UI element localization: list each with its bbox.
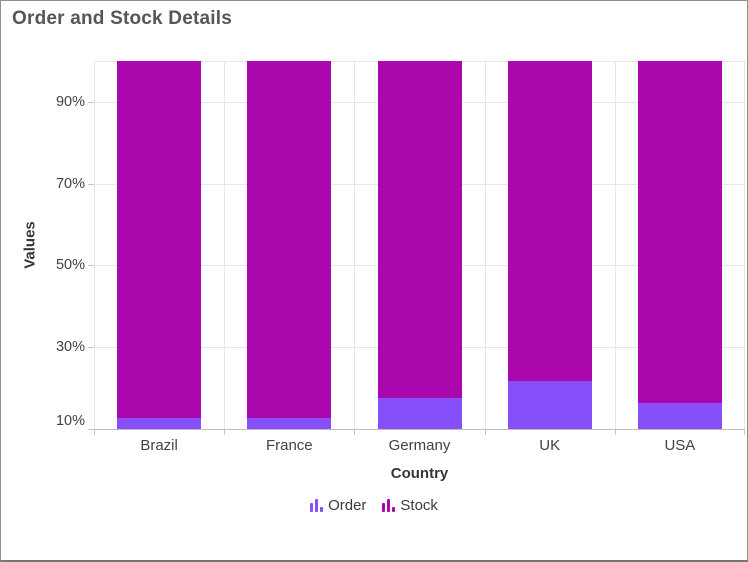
bar-segment-stock-brazil[interactable] — [117, 61, 202, 418]
legend-item-stock[interactable]: Stock — [382, 497, 438, 514]
category-label: UK — [539, 437, 561, 454]
y-axis-label: 30% — [55, 339, 85, 356]
legend-label: Order — [328, 496, 367, 514]
x-axis-tick — [354, 430, 355, 435]
chart-title: Order and Stock Details — [12, 8, 233, 29]
bar-segment-stock-usa[interactable] — [637, 61, 722, 403]
x-axis-tick — [224, 430, 225, 435]
y-axis-label: 90% — [55, 93, 85, 110]
y-axis-tick — [88, 347, 94, 349]
legend: Order Stock — [1, 493, 747, 517]
x-axis-tick — [485, 430, 486, 435]
bar-segment-order-uk[interactable] — [507, 380, 592, 429]
legend-item-order[interactable]: Order — [310, 497, 366, 514]
bar-segment-stock-uk[interactable] — [507, 61, 592, 381]
x-gridline — [615, 61, 616, 429]
bar-chart-icon — [310, 498, 324, 512]
legend-label: Stock — [400, 496, 438, 514]
y-axis-label: 10% — [55, 413, 85, 429]
bar-segment-order-usa[interactable] — [637, 402, 722, 429]
y-axis-label: 70% — [55, 175, 85, 192]
x-gridline — [744, 61, 745, 429]
y-axis-tick — [88, 101, 94, 103]
x-axis-tick — [744, 430, 745, 435]
bar-segment-order-brazil[interactable] — [117, 417, 202, 429]
x-gridline — [354, 61, 355, 429]
y-axis-label: 50% — [55, 257, 85, 274]
y-axis-title: Values — [21, 221, 39, 269]
bar-segment-order-germany[interactable] — [377, 398, 462, 429]
category-label: Germany — [388, 437, 451, 454]
x-gridline — [94, 61, 95, 429]
x-axis-title: Country — [390, 465, 449, 482]
plot-area — [94, 61, 745, 430]
bar-segment-order-france[interactable] — [247, 417, 332, 429]
bar-segment-stock-france[interactable] — [247, 61, 332, 418]
x-gridline — [224, 61, 225, 429]
category-label: Brazil — [140, 437, 178, 454]
y-axis-tick — [88, 183, 94, 185]
bar-segment-stock-germany[interactable] — [377, 61, 462, 399]
y-axis-tick — [88, 429, 94, 430]
x-axis-tick — [615, 430, 616, 435]
x-axis-line — [94, 429, 745, 430]
category-label: USA — [664, 437, 696, 454]
category-label: France — [265, 437, 313, 454]
x-gridline — [485, 61, 486, 429]
bar-chart-icon — [382, 498, 396, 512]
x-axis-tick — [94, 430, 95, 435]
y-axis-tick — [88, 265, 94, 267]
